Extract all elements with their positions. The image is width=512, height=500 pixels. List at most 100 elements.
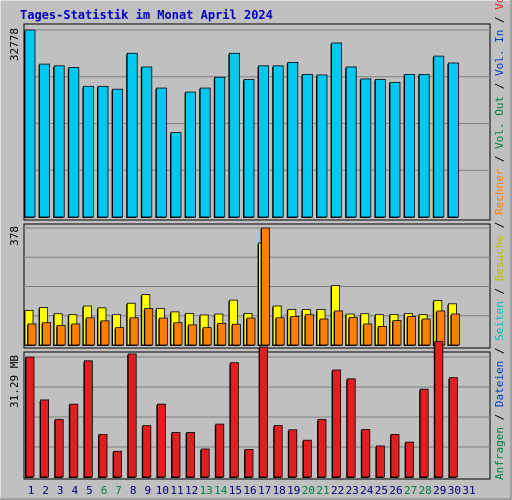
bar-volumen-17	[259, 346, 269, 478]
bar-rechner-1	[27, 323, 37, 346]
x-tick-label-22: 22	[331, 484, 344, 497]
x-tick-label-5: 5	[86, 484, 93, 497]
x-tick-label-21: 21	[316, 484, 329, 497]
bar-rechner-22	[334, 310, 344, 346]
legend-item-vol-out: Vol. Out	[493, 96, 506, 149]
x-tick-label-30: 30	[448, 484, 461, 497]
x-axis-labels: 1 2 3 4 5 6 7 8 9 10 11 12 13 14 15 16 17 18 19 20 21 22 23 24 2…	[28, 484, 476, 497]
bar-anfragen-10	[155, 87, 167, 218]
bar-rechner-3	[56, 325, 66, 346]
bar-rechner-14	[217, 322, 227, 346]
legend-separator: /	[493, 341, 506, 361]
bar-volumen-13	[200, 448, 210, 478]
x-tick-label-10: 10	[156, 484, 169, 497]
bar-anfragen-3	[53, 65, 65, 218]
bar-anfragen-11	[170, 132, 182, 218]
x-tick-label-13: 13	[200, 484, 213, 497]
legend-item-volumen: Volumen	[493, 0, 506, 10]
x-tick-label-31: 31	[462, 484, 475, 497]
x-tick-label-18: 18	[273, 484, 286, 497]
bar-anfragen-12	[185, 91, 197, 218]
bar-volumen-1	[25, 356, 35, 478]
bar-volumen-12	[186, 432, 196, 478]
y-max-label: 32778	[8, 28, 21, 61]
bar-anfragen-28	[418, 73, 430, 218]
bar-volumen-2	[40, 399, 49, 478]
bar-volumen-15	[229, 362, 239, 478]
y-max-label: 31.29 MB	[8, 355, 21, 408]
x-tick-label-12: 12	[185, 484, 198, 497]
bar-anfragen-9	[141, 66, 153, 218]
bar-anfragen-2	[39, 63, 50, 218]
bar-volumen-18	[273, 425, 283, 478]
bar-rechner-30	[450, 313, 460, 346]
bar-volumen-25	[375, 445, 385, 478]
x-tick-label-2: 2	[42, 484, 49, 497]
x-tick-label-1: 1	[28, 484, 35, 497]
bar-volumen-30	[448, 377, 458, 478]
x-tick-label-25: 25	[375, 484, 388, 497]
bar-rechner-20	[304, 314, 314, 346]
bar-volumen-5	[84, 360, 93, 478]
bar-rechner-24	[363, 323, 373, 346]
bar-rechner-28	[421, 318, 431, 346]
x-tick-label-15: 15	[229, 484, 242, 497]
bar-rechner-10	[158, 317, 168, 346]
legend-item-seiten: Seiten	[493, 301, 506, 341]
bar-volumen-28	[419, 388, 429, 478]
bar-volumen-11	[171, 432, 181, 478]
bar-rechner-9	[144, 308, 154, 346]
bar-volumen-29	[434, 341, 444, 478]
bar-rechner-17	[261, 227, 271, 346]
bar-rechner-16	[246, 317, 256, 346]
bar-anfragen-14	[214, 76, 226, 218]
bar-anfragen-5	[83, 85, 94, 218]
bar-rechner-26	[392, 320, 402, 346]
x-tick-label-17: 17	[258, 484, 271, 497]
bar-anfragen-18	[272, 65, 284, 218]
bar-rechner-12	[188, 324, 198, 346]
bar-volumen-21	[317, 419, 327, 478]
x-tick-label-19: 19	[287, 484, 300, 497]
bar-volumen-6	[98, 434, 108, 478]
bar-anfragen-15	[228, 52, 240, 218]
bar-anfragen-27	[404, 73, 416, 218]
bar-rechner-25	[377, 326, 387, 346]
bar-volumen-9	[142, 425, 152, 478]
panel-top: 32778	[8, 23, 491, 221]
x-tick-label-3: 3	[57, 484, 64, 497]
x-tick-label-20: 20	[302, 484, 315, 497]
bar-rechner-21	[319, 318, 329, 346]
legend-separator: /	[493, 281, 506, 301]
bar-anfragen-25	[374, 79, 386, 218]
bar-volumen-4	[69, 403, 79, 478]
x-tick-label-29: 29	[433, 484, 446, 497]
bar-rechner-11	[173, 322, 183, 346]
bar-anfragen-13	[199, 87, 211, 218]
bar-rechner-5	[86, 317, 95, 346]
bar-volumen-3	[54, 419, 64, 478]
chart-title: Tages-Statistik im Monat April 2024	[20, 8, 273, 22]
legend-separator: /	[493, 10, 506, 30]
bar-anfragen-29	[433, 55, 445, 218]
legend-item-dateien: Dateien	[493, 361, 506, 407]
legend-separator: /	[493, 407, 506, 427]
x-tick-label-23: 23	[346, 484, 359, 497]
legend-item-anfragen: Anfragen	[493, 427, 506, 480]
bar-volumen-19	[288, 429, 298, 478]
x-tick-label-6: 6	[101, 484, 108, 497]
bar-anfragen-17	[258, 65, 270, 218]
bar-anfragen-21	[316, 74, 328, 218]
bar-volumen-27	[405, 441, 415, 478]
bar-volumen-23	[346, 378, 356, 478]
bar-volumen-20	[302, 439, 312, 478]
bar-rechner-7	[115, 327, 124, 346]
x-tick-label-24: 24	[360, 484, 374, 497]
bar-rechner-2	[42, 322, 51, 346]
bar-rechner-27	[407, 316, 417, 346]
bar-anfragen-1	[24, 29, 36, 218]
bar-volumen-24	[361, 429, 371, 478]
bar-rechner-23	[348, 317, 358, 346]
bar-anfragen-8	[126, 52, 138, 218]
